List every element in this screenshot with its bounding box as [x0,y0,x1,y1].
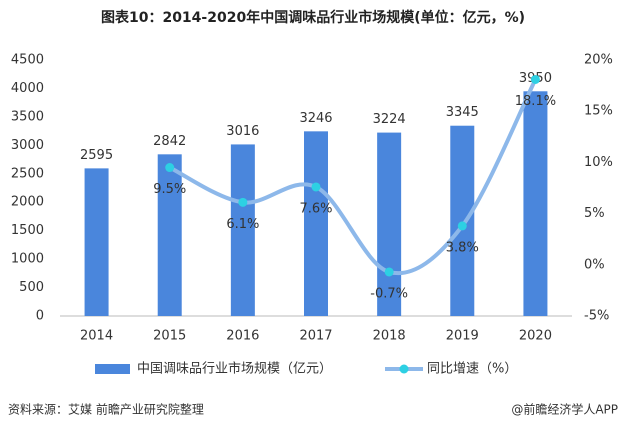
legend-swatch [95,364,130,374]
y2-tick-label: 5% [584,206,605,221]
y2-tick-label: 10% [584,155,613,170]
bar [377,132,402,316]
bar-value-label: 3016 [226,124,259,139]
x-tick-label: 2019 [446,329,479,344]
bar [523,91,548,317]
x-tick-label: 2015 [153,329,186,344]
y-tick-label: 3000 [11,138,44,153]
bar [84,168,109,316]
line [168,78,538,276]
bar-value-label: 3224 [373,112,406,127]
y2-tick-label: 0% [584,257,605,272]
line-value-label: 6.1% [226,217,259,232]
y2-tick-label: -5% [584,309,609,324]
legend-marker [399,364,409,374]
x-tick-label: 2017 [299,329,332,344]
y-tick-label: 4500 [11,53,44,68]
line-marker [238,197,248,207]
line-value-label: 18.1% [515,94,556,109]
x-tick-label: 2014 [80,329,113,344]
bar-value-label: 3246 [299,111,332,126]
line-marker [311,182,321,192]
x-tick-label: 2016 [226,329,259,344]
line-marker [165,163,175,173]
y-tick-label: 1000 [11,252,44,267]
line-value-label: 3.8% [446,240,479,255]
y-tick-label: 3500 [11,109,44,124]
chart-title: 图表10：2014-2020年中国调味品行业市场规模(单位：亿元，%) [101,9,525,26]
line-value-label: 7.6% [299,201,332,216]
y-tick-label: 500 [19,280,44,295]
bar-value-label: 3345 [446,105,479,120]
source: 资料来源：艾媒 前瞻产业研究院整理 [8,402,204,417]
line-marker [384,267,394,277]
y2-tick-label: 15% [584,104,613,119]
y-tick-label: 2500 [11,166,44,181]
line-value-label: 9.5% [153,182,186,197]
x-tick-label: 2020 [519,329,552,344]
line-marker [457,221,467,231]
y-tick-label: 1500 [11,223,44,238]
x-tick-label: 2018 [373,329,406,344]
bar [230,144,255,316]
line-marker [530,74,540,84]
line-value-label: -0.7% [370,286,408,301]
y2-tick-label: 20% [584,53,613,68]
legend-label: 同比增速（%） [427,362,517,377]
bar [450,125,475,316]
bar-value-label: 2595 [80,148,113,163]
brand: @前瞻经济学人APP [511,402,618,417]
legend-label: 中国调味品行业市场规模（亿元） [137,361,332,377]
bar [304,131,328,316]
y-tick-label: 0 [36,309,44,324]
y-tick-label: 2000 [11,195,44,210]
y-tick-label: 4000 [11,81,44,96]
bar-value-label: 2842 [153,134,186,149]
bar [157,154,182,316]
